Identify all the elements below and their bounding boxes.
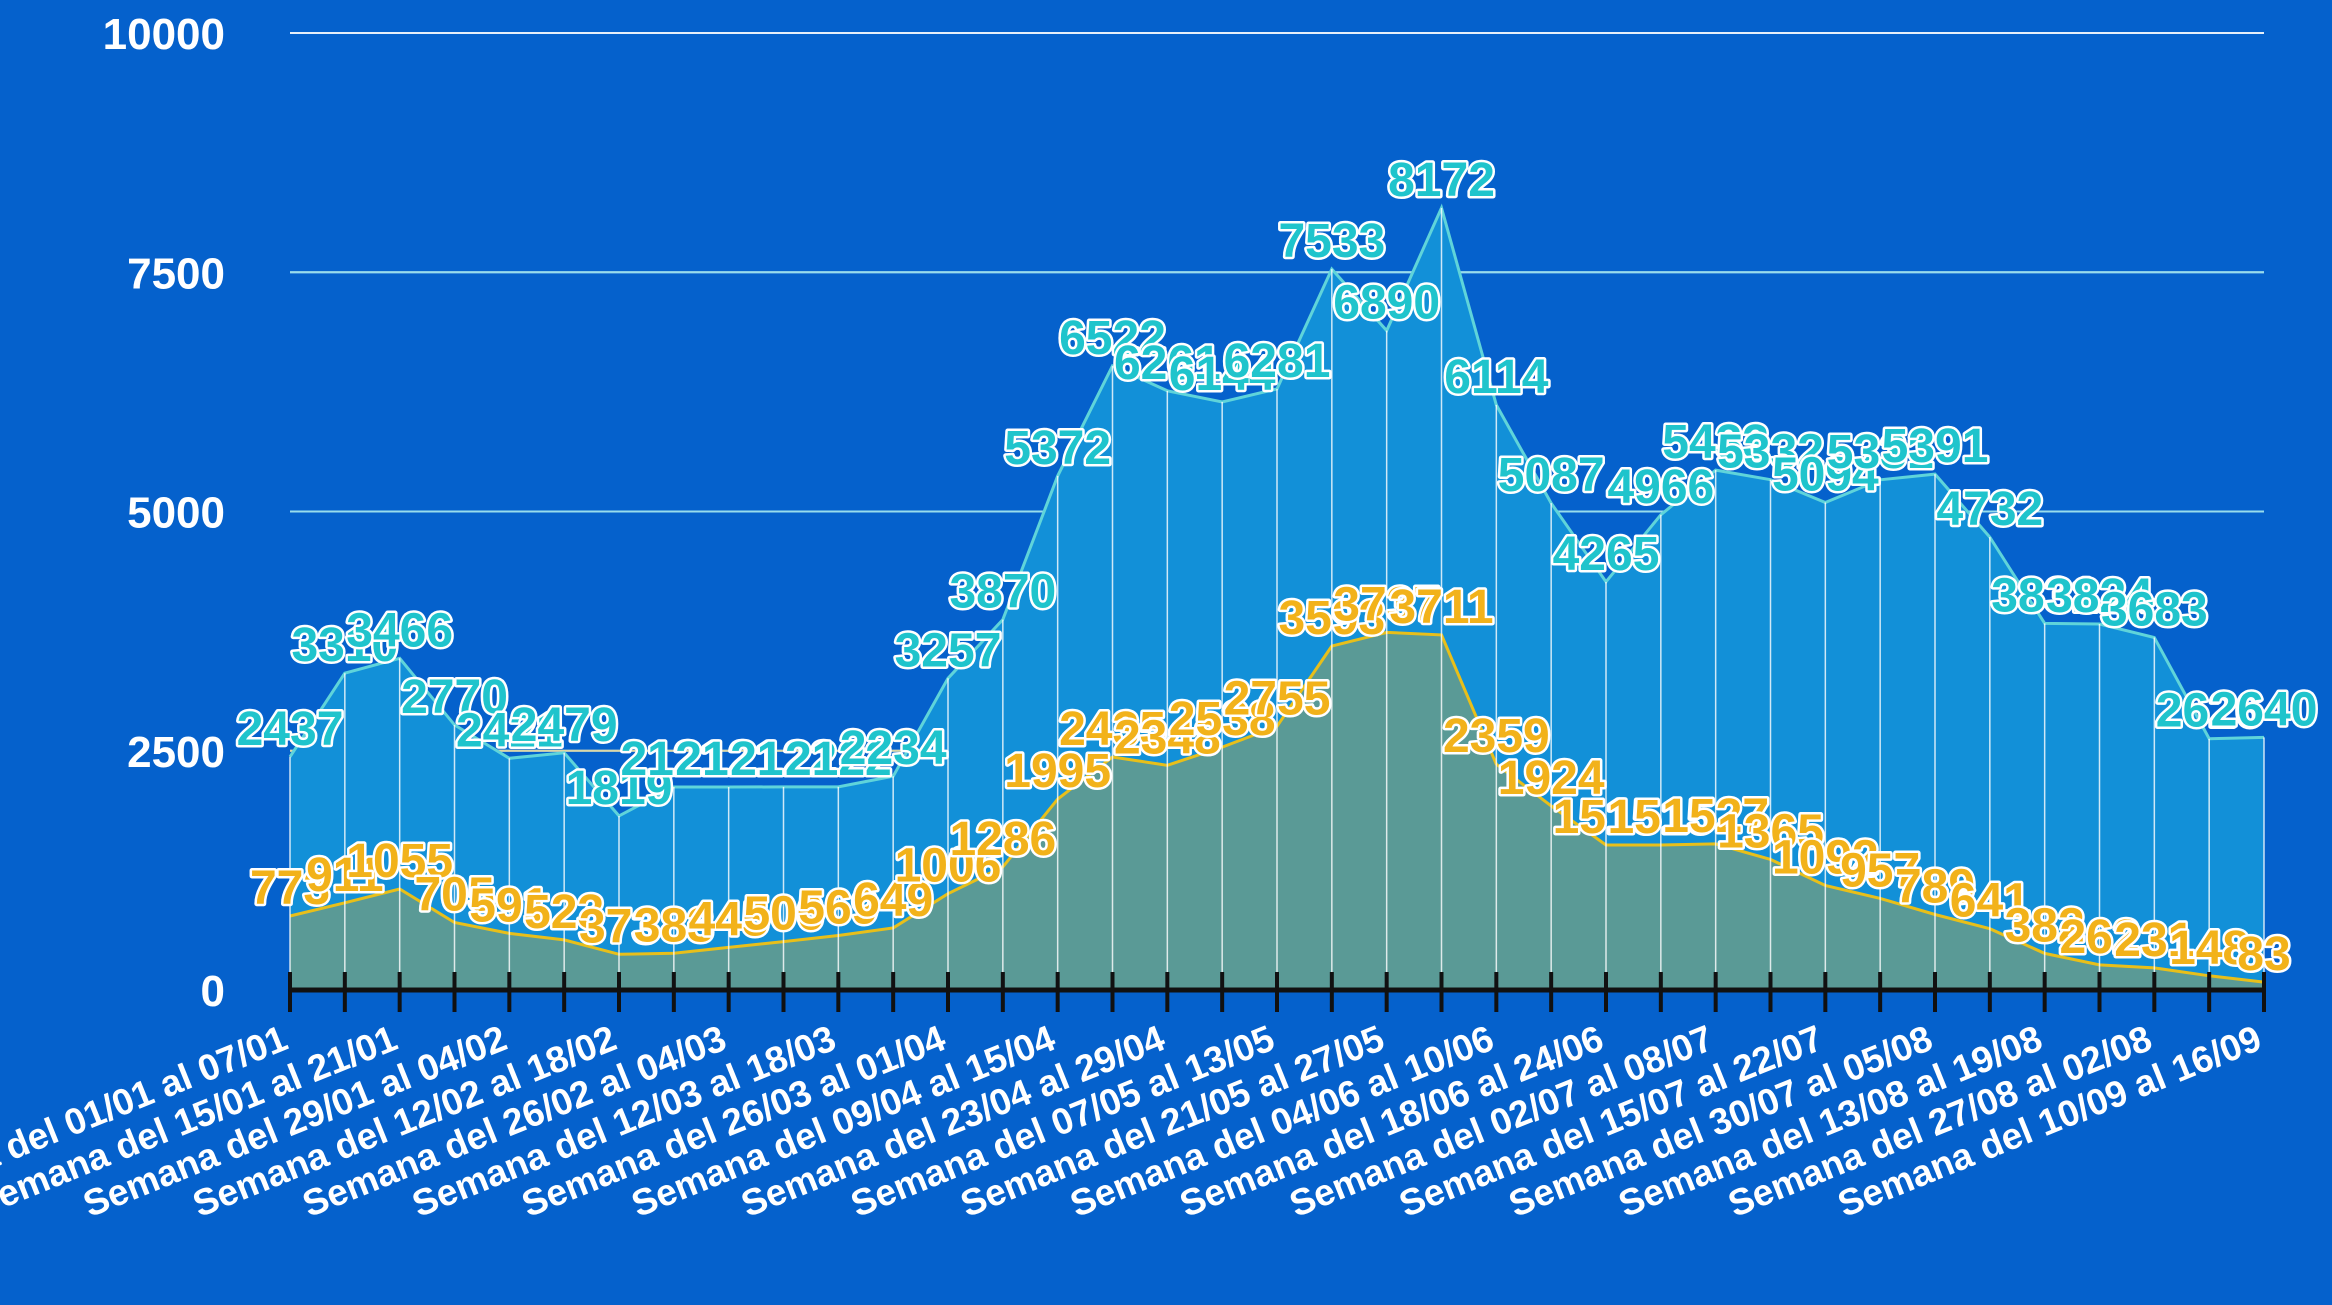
- series-1-data-label: 1819: [566, 762, 673, 815]
- series-1-data-label: 2234: [840, 722, 947, 775]
- series-2-data-label: 1286: [949, 813, 1056, 866]
- series-2-data-label: 773: [250, 862, 330, 915]
- series-1-data-label: 6114: [1444, 351, 1548, 404]
- series-1-data-label: 3257: [895, 624, 1002, 677]
- series-2-data-label: 445: [689, 893, 769, 946]
- series-2-data-label: 2359: [1443, 710, 1550, 763]
- series-2-data-label: 382: [2005, 899, 2085, 952]
- y-axis-tick-labels: 0 2500 5000 7500 10000: [103, 10, 225, 1016]
- series-1-data-label: 6144: [1169, 348, 1276, 401]
- series-1-data-label: 8172: [1388, 154, 1495, 207]
- series-1-data-label: 6522: [1059, 312, 1166, 365]
- series-2-data-label: 3711: [1389, 581, 1493, 634]
- series-1-data-label: 5332: [1717, 426, 1824, 479]
- series-2-data-label: 957: [1840, 844, 1920, 897]
- series-2-data-label: 1092: [1772, 831, 1879, 884]
- y-tick-label: 7500: [127, 249, 225, 298]
- series-2-data-label: 148: [2169, 922, 2249, 975]
- y-tick-label: 5000: [127, 489, 225, 538]
- series-1-data-label: 4966: [1607, 461, 1714, 514]
- y-tick-label: 10000: [103, 10, 225, 59]
- series-1-data-label: 5094: [1772, 449, 1879, 502]
- series-2-data-label: 2755: [1224, 672, 1331, 725]
- series-2-data-label: 1055: [346, 835, 453, 888]
- series-2-data-label: 1515: [1553, 791, 1660, 844]
- series-2-data-label: 1006: [895, 840, 1002, 893]
- series-1-data-label: 3466: [346, 604, 453, 657]
- series-2-data-label: 591: [469, 879, 549, 932]
- series-2-data-label: 1924: [1498, 752, 1605, 805]
- series-2-data-label: 83: [2237, 928, 2290, 981]
- series-2-data-label: 262: [2059, 911, 2139, 964]
- series-1-data-label: 3831: [1991, 569, 2098, 622]
- series-2-data-label: 3737: [1333, 578, 1440, 631]
- series-1-data-label: 3310: [291, 619, 398, 672]
- series-1-data-label: 7533: [1278, 215, 1385, 268]
- series-1-data-label: 2626: [2156, 685, 2263, 738]
- series-2-data-label: 911: [306, 849, 383, 902]
- series-2-data-label: 705: [414, 869, 494, 922]
- series-2-data-label: 1515: [1607, 791, 1714, 844]
- series-2-data-label: 506: [743, 888, 823, 941]
- series-2-data-label: 231: [2114, 914, 2194, 967]
- series-1-data-label: 2121: [620, 733, 727, 786]
- series-1-data-label: 2122: [730, 733, 837, 786]
- series-1-data-label: 2437: [237, 703, 344, 756]
- series-2-data-label: 3593: [1278, 592, 1385, 645]
- series-1-data-label: 5391: [1882, 420, 1989, 473]
- y-tick-label: 2500: [127, 728, 225, 777]
- series-2-data-label: 383: [634, 899, 714, 952]
- series-1-data-label: 4265: [1553, 528, 1660, 581]
- series-1-data-label: 3870: [949, 566, 1056, 619]
- series-1-data-label: 2479: [511, 699, 618, 752]
- series-1-data-label: 5433: [1662, 416, 1769, 469]
- series-2-data-label: 2538: [1169, 693, 1276, 746]
- series-1-data-label: 2121: [675, 733, 782, 786]
- series-1-data-label: 2770: [401, 671, 508, 724]
- series-1-data-label: 6281: [1224, 335, 1331, 388]
- series-1-data-label: 5331: [1827, 426, 1934, 479]
- series-1-data-label: 3683: [2101, 584, 2208, 637]
- series-2-data-label: 789: [1895, 860, 1975, 913]
- series-1-data-label: 2421: [456, 704, 563, 757]
- series-2-data-label: 1995: [1004, 745, 1111, 798]
- series-1-data-label: 2122: [785, 733, 892, 786]
- y-tick-label: 0: [201, 967, 225, 1016]
- series-2-data-label: 641: [1950, 875, 2030, 928]
- series-1-data-label: 5087: [1498, 449, 1605, 502]
- series-1-data-label: 6890: [1333, 277, 1440, 330]
- x-axis: [288, 207, 2266, 1012]
- series-2-data-label: 1527: [1662, 790, 1769, 843]
- series-2-data-label: 523: [524, 886, 604, 939]
- series-2-data-label: 2348: [1114, 711, 1221, 764]
- series-1-data-label: 2640: [2211, 683, 2318, 736]
- series-1-data-label: 4732: [1936, 483, 2043, 536]
- series-2-data-label: 373: [579, 900, 659, 953]
- series-2-data-label: 569: [798, 882, 878, 935]
- series-2-data-label: 1365: [1717, 805, 1824, 858]
- series-2-data-label: 649: [853, 874, 933, 927]
- series-2-data-label: 2435: [1059, 703, 1166, 756]
- series-1-data-label: 6261: [1114, 337, 1221, 390]
- series-1-data-label: 5372: [1004, 422, 1111, 475]
- data-labels: 2437331034662770242124791819212121212122…: [234, 151, 2320, 983]
- series-1-data-label: 3824: [2046, 570, 2153, 623]
